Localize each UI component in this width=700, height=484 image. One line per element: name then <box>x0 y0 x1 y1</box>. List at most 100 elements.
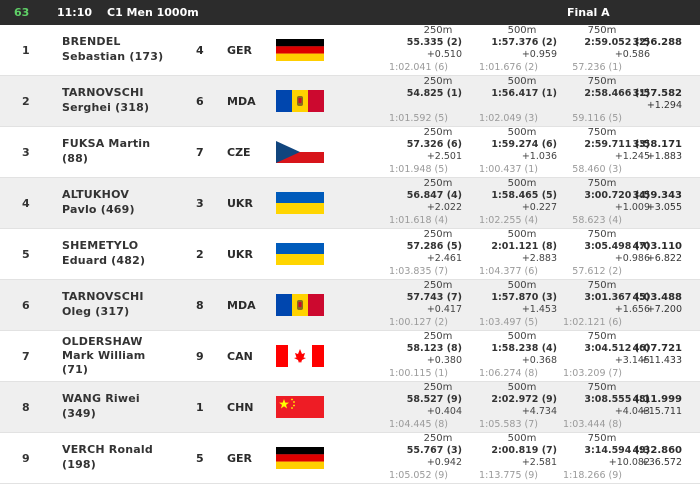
split-time: 57.326 (6) <box>406 139 462 150</box>
split-segment-time: 1:03.497 (5) <box>479 317 538 328</box>
split-distance-label: 250m <box>423 76 453 87</box>
split-diff: +0.368 <box>521 355 557 366</box>
rank: 1 <box>22 44 30 57</box>
split-segment-time: 1:00.437 (1) <box>479 164 538 175</box>
split-distance-label: 250m <box>423 331 453 342</box>
germany-flag-icon <box>276 447 324 469</box>
lane-number: 3 <box>196 197 204 210</box>
final-diff: +1.294 <box>646 100 682 111</box>
split-distance-label: 250m <box>423 280 453 291</box>
split-distance-label: 750m <box>587 25 617 36</box>
result-row[interactable]: 3 FUKSA Martin (88) 7 CZE 250m 57.326 (6) +2.50… <box>0 127 700 178</box>
split-distance-label: 500m <box>507 433 537 444</box>
split-diff: +0.959 <box>521 49 557 60</box>
final-time: 4:11.999 <box>632 394 682 405</box>
result-row[interactable]: 1 BRENDEL Sebastian (173) 4 GER 250m 55.335 (2… <box>0 25 700 76</box>
final-time: 4:07.721 <box>632 343 682 354</box>
final-time: 3:58.171 <box>632 139 682 150</box>
rank: 6 <box>22 299 30 312</box>
result-row[interactable]: 8 WANG Riwei (349) 1 CHN 250m 58.527 (9) +0.404… <box>0 382 700 433</box>
split-segment-time: 57.612 (2) <box>572 266 622 277</box>
split-time: 55.335 (2) <box>406 37 462 48</box>
czech-flag-icon <box>276 141 324 163</box>
split-time: 1:58.238 (4) <box>491 343 557 354</box>
rank: 4 <box>22 197 30 210</box>
final-time: 3:59.343 <box>632 190 682 201</box>
split-diff: +1.036 <box>521 151 557 162</box>
split-diff: +2.581 <box>521 457 557 468</box>
country-code: UKR <box>227 248 253 261</box>
split-segment-time: 1:01.676 (2) <box>479 62 538 73</box>
split-diff: +0.404 <box>426 406 462 417</box>
split-distance-label: 750m <box>587 229 617 240</box>
athlete-name-line2: (198) <box>62 458 97 471</box>
split-time: 1:57.376 (2) <box>491 37 557 48</box>
split-segment-time: 1:04.377 (6) <box>479 266 538 277</box>
rank: 9 <box>22 452 30 465</box>
result-row[interactable]: 5 SHEMETYLO Eduard (482) 2 UKR 250m 57.286 (5)… <box>0 229 700 280</box>
athlete-name-line2: Oleg (317) <box>62 305 130 318</box>
result-row[interactable]: 6 TARNOVSCHI Oleg (317) 8 MDA 250m 57.743 (7) +… <box>0 280 700 331</box>
split-diff: +10.082 <box>608 457 650 468</box>
rank: 8 <box>22 401 30 414</box>
split-diff: +4.734 <box>521 406 557 417</box>
split-time: 1:56.417 (1) <box>491 88 557 99</box>
country-code: MDA <box>227 95 256 108</box>
country-code: MDA <box>227 299 256 312</box>
athlete-name-line3: (71) <box>62 363 89 376</box>
country-code: GER <box>227 452 253 465</box>
split-time: 1:57.870 (3) <box>491 292 557 303</box>
final-diff: +36.572 <box>640 457 682 468</box>
moldova-flag-icon <box>276 90 324 112</box>
country-code: GER <box>227 44 253 57</box>
split-time: 57.286 (5) <box>406 241 462 252</box>
result-row[interactable]: 4 ALTUKHOV Pavlo (469) 3 UKR 250m 56.847 (4) +2… <box>0 178 700 229</box>
lane-number: 4 <box>196 44 204 57</box>
split-diff: +0.986 <box>614 253 650 264</box>
split-distance-label: 500m <box>507 331 537 342</box>
lane-number: 2 <box>196 248 204 261</box>
split-segment-time: 1:03.209 (7) <box>563 368 622 379</box>
split-diff: +2.883 <box>521 253 557 264</box>
country-code: CHN <box>227 401 254 414</box>
split-distance-label: 500m <box>507 76 537 87</box>
split-distance-label: 500m <box>507 25 537 36</box>
final-diff: +6.822 <box>646 253 682 264</box>
split-diff: +3.145 <box>614 355 650 366</box>
rank: 2 <box>22 95 30 108</box>
final-diff: +3.055 <box>646 202 682 213</box>
split-diff: +1.009 <box>614 202 650 213</box>
split-diff: +4.043 <box>614 406 650 417</box>
split-time: 3:00.720 (4) <box>584 190 650 201</box>
split-time: 3:14.594 (9) <box>584 445 650 456</box>
split-segment-time: 1:04.445 (8) <box>389 419 448 430</box>
final-diff: +7.200 <box>646 304 682 315</box>
split-diff: +2.022 <box>426 202 462 213</box>
result-row[interactable]: 7 OLDERSHAW Mark William (71) 9 CAN 250m 58.123… <box>0 331 700 382</box>
final-time: 3:57.582 <box>632 88 682 99</box>
split-time: 2:58.466 (1) <box>584 88 650 99</box>
split-time: 57.743 (7) <box>406 292 462 303</box>
split-time: 54.825 (1) <box>406 88 462 99</box>
germany-flag-icon <box>276 39 324 61</box>
split-distance-label: 500m <box>507 382 537 393</box>
athlete-name-line2: (88) <box>62 152 89 165</box>
split-segment-time: 1:13.775 (9) <box>479 470 538 481</box>
split-distance-label: 750m <box>587 76 617 87</box>
canada-flag-icon <box>276 345 324 367</box>
country-code: UKR <box>227 197 253 210</box>
split-diff: +0.942 <box>426 457 462 468</box>
split-distance-label: 750m <box>587 127 617 138</box>
moldova-flag-icon <box>276 294 324 316</box>
rank: 5 <box>22 248 30 261</box>
result-row[interactable]: 9 VERCH Ronald (198) 5 GER 250m 55.767 (3) +0.9… <box>0 433 700 484</box>
split-segment-time: 1:18.266 (9) <box>563 470 622 481</box>
split-time: 58.123 (8) <box>406 343 462 354</box>
lane-number: 5 <box>196 452 204 465</box>
split-diff: +1.656 <box>614 304 650 315</box>
result-row[interactable]: 2 TARNOVSCHI Serghei (318) 6 MDA 250m 54.825 (… <box>0 76 700 127</box>
athlete-name-line1: TARNOVSCHI <box>62 86 144 99</box>
athlete-name-line1: WANG Riwei <box>62 392 140 405</box>
split-distance-label: 750m <box>587 280 617 291</box>
split-distance-label: 750m <box>587 433 617 444</box>
